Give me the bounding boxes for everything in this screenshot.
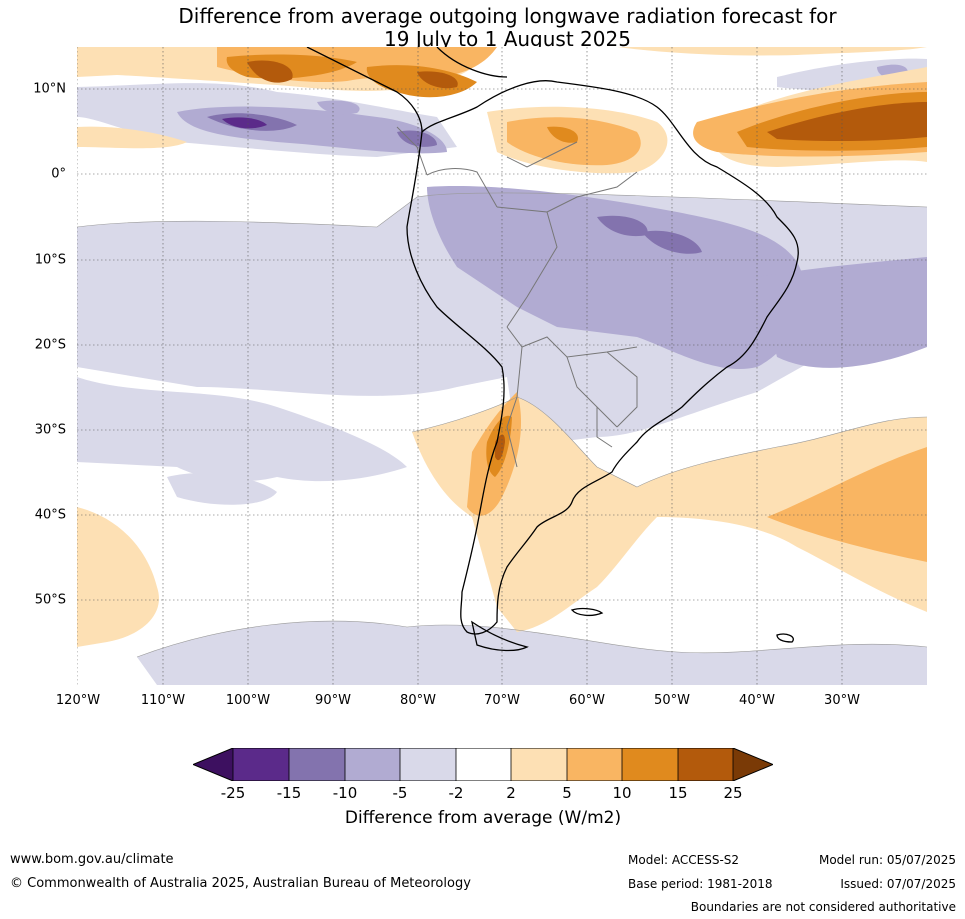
- south-america-coast: [406, 80, 799, 635]
- lat-label-30s: 30°S: [34, 422, 66, 438]
- cbar-tick-25: 25: [723, 784, 743, 802]
- lon-label-40w: 40°W: [739, 693, 775, 708]
- lon-label-100w: 100°W: [225, 693, 271, 708]
- cbar-tick-neg15: -15: [276, 784, 302, 802]
- lat-label-0: 0°: [51, 166, 66, 182]
- lat-label-20s: 20°S: [34, 337, 66, 353]
- shading-neg10: [207, 113, 702, 254]
- lat-label-10s: 10°S: [34, 252, 66, 268]
- cbar-bin-min: [193, 748, 233, 781]
- copyright-text: © Commonwealth of Australia 2025, Austra…: [10, 876, 471, 891]
- falklands: [570, 607, 604, 617]
- lon-label-70w: 70°W: [484, 693, 520, 708]
- tierra-del-fuego: [471, 620, 529, 652]
- central-america-coast: [306, 47, 423, 133]
- colorbar: [193, 748, 773, 781]
- lon-label-50w: 50°W: [654, 693, 690, 708]
- shading-neg15: [222, 117, 267, 129]
- country-borders: [396, 126, 638, 468]
- south-georgia: [776, 633, 794, 643]
- cbar-bin-2-5: [511, 748, 567, 781]
- coastlines: [306, 47, 799, 652]
- cbar-bin-neg10-neg5: [345, 748, 400, 781]
- cbar-bin-neg2-2: [456, 748, 511, 781]
- lon-label-80w: 80°W: [400, 693, 436, 708]
- title-line-2: 19 July to 1 August 2025: [384, 27, 631, 51]
- model-run-text: Model run: 05/07/2025: [818, 853, 956, 867]
- lat-label-50s: 50°S: [34, 592, 66, 608]
- cbar-tick-10: 10: [612, 784, 632, 802]
- lon-label-90w: 90°W: [315, 693, 351, 708]
- olr-anomaly-map: [77, 47, 927, 685]
- base-period-text: Base period: 1981-2018: [628, 877, 773, 891]
- lat-label-40s: 40°S: [34, 507, 66, 523]
- cbar-dividers: [232, 748, 734, 781]
- chart-title: Difference from average outgoing longwav…: [0, 5, 965, 51]
- cbar-tick-neg25: -25: [220, 784, 246, 802]
- lon-label-120w: 120°W: [55, 693, 101, 708]
- cbar-bin-max: [733, 748, 773, 781]
- website-link[interactable]: www.bom.gov.au/climate: [10, 852, 174, 867]
- colorbar-label: Difference from average (W/m2): [344, 808, 622, 828]
- lon-label-110w: 110°W: [140, 693, 186, 708]
- cbar-tick-2: 2: [506, 784, 516, 802]
- cbar-bin-5-10: [567, 748, 622, 781]
- lat-label-10n: 10°N: [33, 81, 66, 97]
- map-panel: [77, 47, 927, 685]
- contour-lines: [77, 192, 927, 658]
- cbar-tick-15: 15: [668, 784, 688, 802]
- cbar-tick-5: 5: [562, 784, 572, 802]
- lon-label-60w: 60°W: [569, 693, 605, 708]
- disclaimer-text: Boundaries are not considered authoritat…: [690, 900, 956, 914]
- cbar-bin-neg15-neg10: [289, 748, 345, 781]
- title-line-1: Difference from average outgoing longwav…: [178, 4, 837, 28]
- issued-text: Issued: 07/07/2025: [840, 877, 956, 891]
- cbar-bin-10-15: [622, 748, 678, 781]
- cbar-tick-neg10: -10: [332, 784, 358, 802]
- cbar-tick-neg2: -2: [448, 784, 464, 802]
- model-text: Model: ACCESS-S2: [628, 853, 740, 867]
- cbar-bin-neg5-neg2: [400, 748, 456, 781]
- cbar-bin-15-25: [678, 748, 733, 781]
- lon-label-30w: 30°W: [824, 693, 860, 708]
- graticule: [77, 47, 927, 685]
- cbar-bin-neg25-neg15: [233, 748, 289, 781]
- cbar-tick-neg5: -5: [392, 784, 408, 802]
